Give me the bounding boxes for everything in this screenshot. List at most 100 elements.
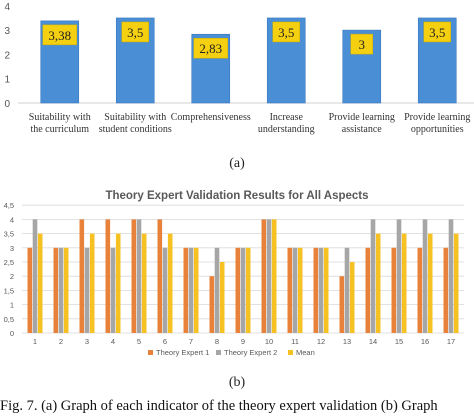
chart-b-bar	[89, 233, 95, 333]
chart-b-bar	[344, 247, 350, 333]
chart-b-bar	[219, 262, 225, 333]
chart-b-bar	[349, 262, 355, 333]
chart-b-bar	[27, 247, 33, 333]
chart-b-bar	[183, 247, 189, 333]
chart-b-bar	[365, 247, 371, 333]
chart-b-category-label: 4	[111, 337, 115, 346]
chart-b-bar	[53, 247, 59, 333]
panel-b-label: (b)	[228, 375, 246, 390]
chart-b-bar	[443, 247, 449, 333]
chart-b-title: Theory Expert Validation Results for All…	[105, 190, 368, 202]
chart-a-data-label-box	[121, 21, 149, 43]
chart-b-bar	[271, 219, 277, 333]
chart-b-category-label: 9	[241, 337, 245, 346]
chart-b-bar	[115, 233, 121, 333]
chart-b-ytick: 4,5	[4, 201, 14, 210]
chart-b-legend-swatch	[216, 350, 221, 355]
chart-b-bar	[37, 233, 43, 333]
chart-b-category-label: 3	[85, 337, 89, 346]
chart-a-data-label: 3,5	[127, 25, 143, 40]
chart-b-legend-label: Theory Expert 1	[156, 348, 209, 357]
figure-caption: Fig. 7. (a) Graph of each indicator of t…	[0, 398, 438, 414]
chart-b-bar	[375, 233, 381, 333]
chart-b-bar	[396, 219, 402, 333]
chart-b-category-label: 5	[137, 337, 141, 346]
chart-b-bar	[110, 247, 116, 333]
chart-b-category-label: 17	[447, 337, 455, 346]
chart-a-data-label: 3,38	[48, 28, 71, 43]
chart-b-category-label: 10	[265, 337, 273, 346]
chart-b-bar	[209, 276, 215, 333]
chart-a-data-label-box	[423, 21, 451, 43]
chart-b-category-label: 6	[163, 337, 167, 346]
chart-b-category-label: 1	[33, 337, 37, 346]
chart-a-data-label-box	[42, 24, 77, 46]
chart-b-ytick: 2,5	[4, 258, 14, 267]
chart-a-category-label: Suitability with the curriculum	[29, 112, 91, 135]
chart-b-bar	[391, 247, 397, 333]
chart-b: Theory Expert Validation Results for All…	[4, 190, 464, 357]
chart-b-category-label: 15	[395, 337, 403, 346]
chart-a-ytick: 3	[4, 26, 10, 37]
chart-b-bar	[370, 219, 376, 333]
chart-a-ytick: 0	[4, 99, 10, 110]
chart-b-bar	[292, 247, 298, 333]
chart-b-bar	[157, 219, 163, 333]
chart-b-category-label: 16	[421, 337, 429, 346]
chart-b-ytick: 0	[10, 329, 14, 338]
chart-b-ytick: 3,5	[4, 230, 14, 239]
chart-b-bar	[162, 247, 168, 333]
chart-b-ytick: 2	[10, 272, 14, 281]
chart-b-bar	[453, 233, 459, 333]
chart-b-bar	[323, 247, 329, 333]
chart-a-ytick: 2	[4, 50, 10, 61]
chart-b-bar	[401, 233, 407, 333]
chart-b-bar	[240, 247, 246, 333]
chart-b-category-label: 7	[189, 337, 193, 346]
chart-b-bar	[188, 247, 194, 333]
chart-b-bar	[193, 247, 199, 333]
chart-b-bar	[266, 219, 272, 333]
chart-b-bar	[167, 233, 173, 333]
chart-b-bar	[136, 219, 142, 333]
chart-a-data-label: 3	[359, 37, 366, 52]
chart-a-data-label: 3,5	[278, 25, 294, 40]
chart-a-category-label: Comprehensiveness	[171, 112, 251, 123]
chart-a-data-label-box	[272, 21, 300, 43]
chart-b-ytick: 3	[10, 244, 14, 253]
chart-b-ytick: 0,5	[4, 315, 14, 324]
chart-a-data-label-box	[350, 33, 373, 55]
chart-b-bar	[79, 219, 85, 333]
chart-b-bar	[105, 219, 111, 333]
chart-a-data-label: 2,83	[199, 41, 222, 56]
chart-a-category-label: Provide learning opportunities	[404, 112, 470, 135]
chart-b-bar	[32, 219, 38, 333]
chart-b-bar	[261, 219, 267, 333]
chart-a-data-label-box	[193, 37, 228, 59]
chart-b-bar	[287, 247, 293, 333]
chart-b-category-label: 2	[59, 337, 63, 346]
chart-b-legend-label: Mean	[296, 348, 315, 357]
chart-b-bar	[339, 276, 345, 333]
chart-b-bar	[422, 219, 428, 333]
chart-b-bar	[131, 219, 137, 333]
chart-b-category-label: 8	[215, 337, 219, 346]
chart-b-bar	[58, 247, 64, 333]
chart-b-bar	[318, 247, 324, 333]
chart-b-bar	[84, 247, 90, 333]
chart-b-bar	[417, 247, 423, 333]
chart-b-ytick: 1	[10, 301, 14, 310]
chart-b-bar	[427, 233, 433, 333]
chart-a: 0 1 2 3 4 3,38 3,5 2,83 3,5 3 3,5 Suitability wit…	[4, 2, 474, 135]
chart-b-category-label: 13	[343, 337, 351, 346]
chart-b-bar	[141, 233, 147, 333]
chart-b-category-label: 12	[317, 337, 325, 346]
chart-b-legend-swatch	[148, 350, 153, 355]
chart-a-category-label: Suitability with student conditions	[99, 112, 172, 135]
chart-a-category-label: Increase understanding	[258, 112, 315, 135]
chart-a-ytick: 1	[4, 75, 10, 86]
chart-b-bar	[214, 247, 220, 333]
chart-b-bar	[448, 219, 454, 333]
chart-a-ytick: 4	[4, 2, 10, 13]
